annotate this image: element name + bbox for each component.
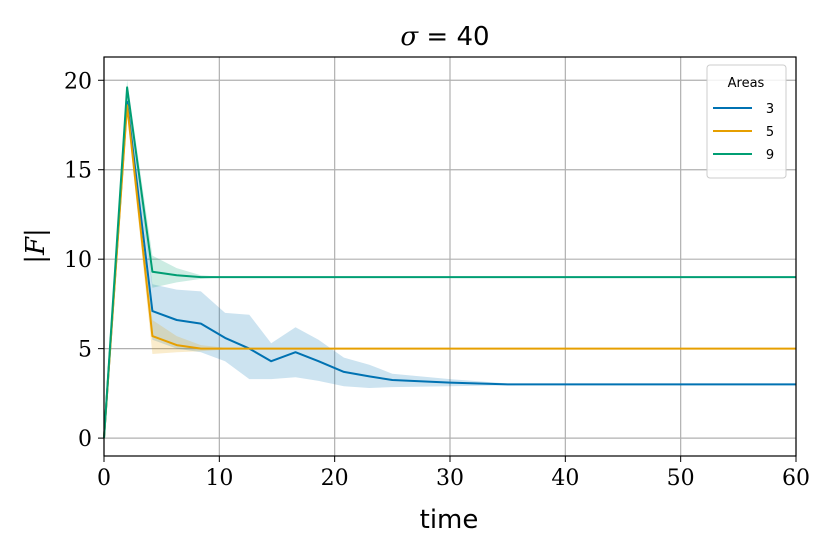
x-tick-label: 40: [551, 466, 579, 491]
x-tick-label: 0: [97, 466, 111, 491]
legend-label-3: 3: [766, 102, 774, 117]
series-line-3: [103, 100, 796, 439]
legend-label-9: 9: [766, 148, 774, 163]
legend-box: [706, 64, 787, 179]
y-tick-label: 10: [64, 248, 92, 273]
chart-title-symbol: σ: [400, 22, 419, 52]
y-tick-label: 0: [78, 427, 92, 452]
x-axis-ticks: 0 10 20 30 40 50 60: [97, 456, 810, 491]
series-line-5: [103, 104, 796, 439]
y-tick-label: 15: [64, 159, 92, 184]
y-tick-label: 20: [64, 69, 92, 94]
x-tick-label: 60: [782, 466, 810, 491]
x-tick-label: 10: [205, 466, 233, 491]
y-axis-label: |F|: [21, 228, 51, 264]
x-tick-label: 50: [667, 466, 695, 491]
x-tick-label: 30: [436, 466, 464, 491]
y-tick-label: 5: [78, 338, 92, 363]
confidence-bands: [104, 80, 796, 439]
legend-items: 3 5 9: [713, 102, 774, 163]
chart-title-rest: = 40: [418, 22, 489, 52]
y-axis-ticks: 0 5 10 15 20: [64, 69, 104, 452]
legend: Areas 3 5 9: [706, 64, 787, 179]
series-line-9: [103, 86, 796, 439]
x-axis-label: time: [420, 505, 479, 535]
series-lines: [103, 86, 796, 439]
legend-label-5: 5: [766, 125, 774, 140]
chart-title: σ = 40: [400, 22, 489, 52]
legend-title: Areas: [728, 76, 765, 91]
x-tick-label: 20: [321, 466, 349, 491]
series-band-3: [104, 92, 796, 439]
